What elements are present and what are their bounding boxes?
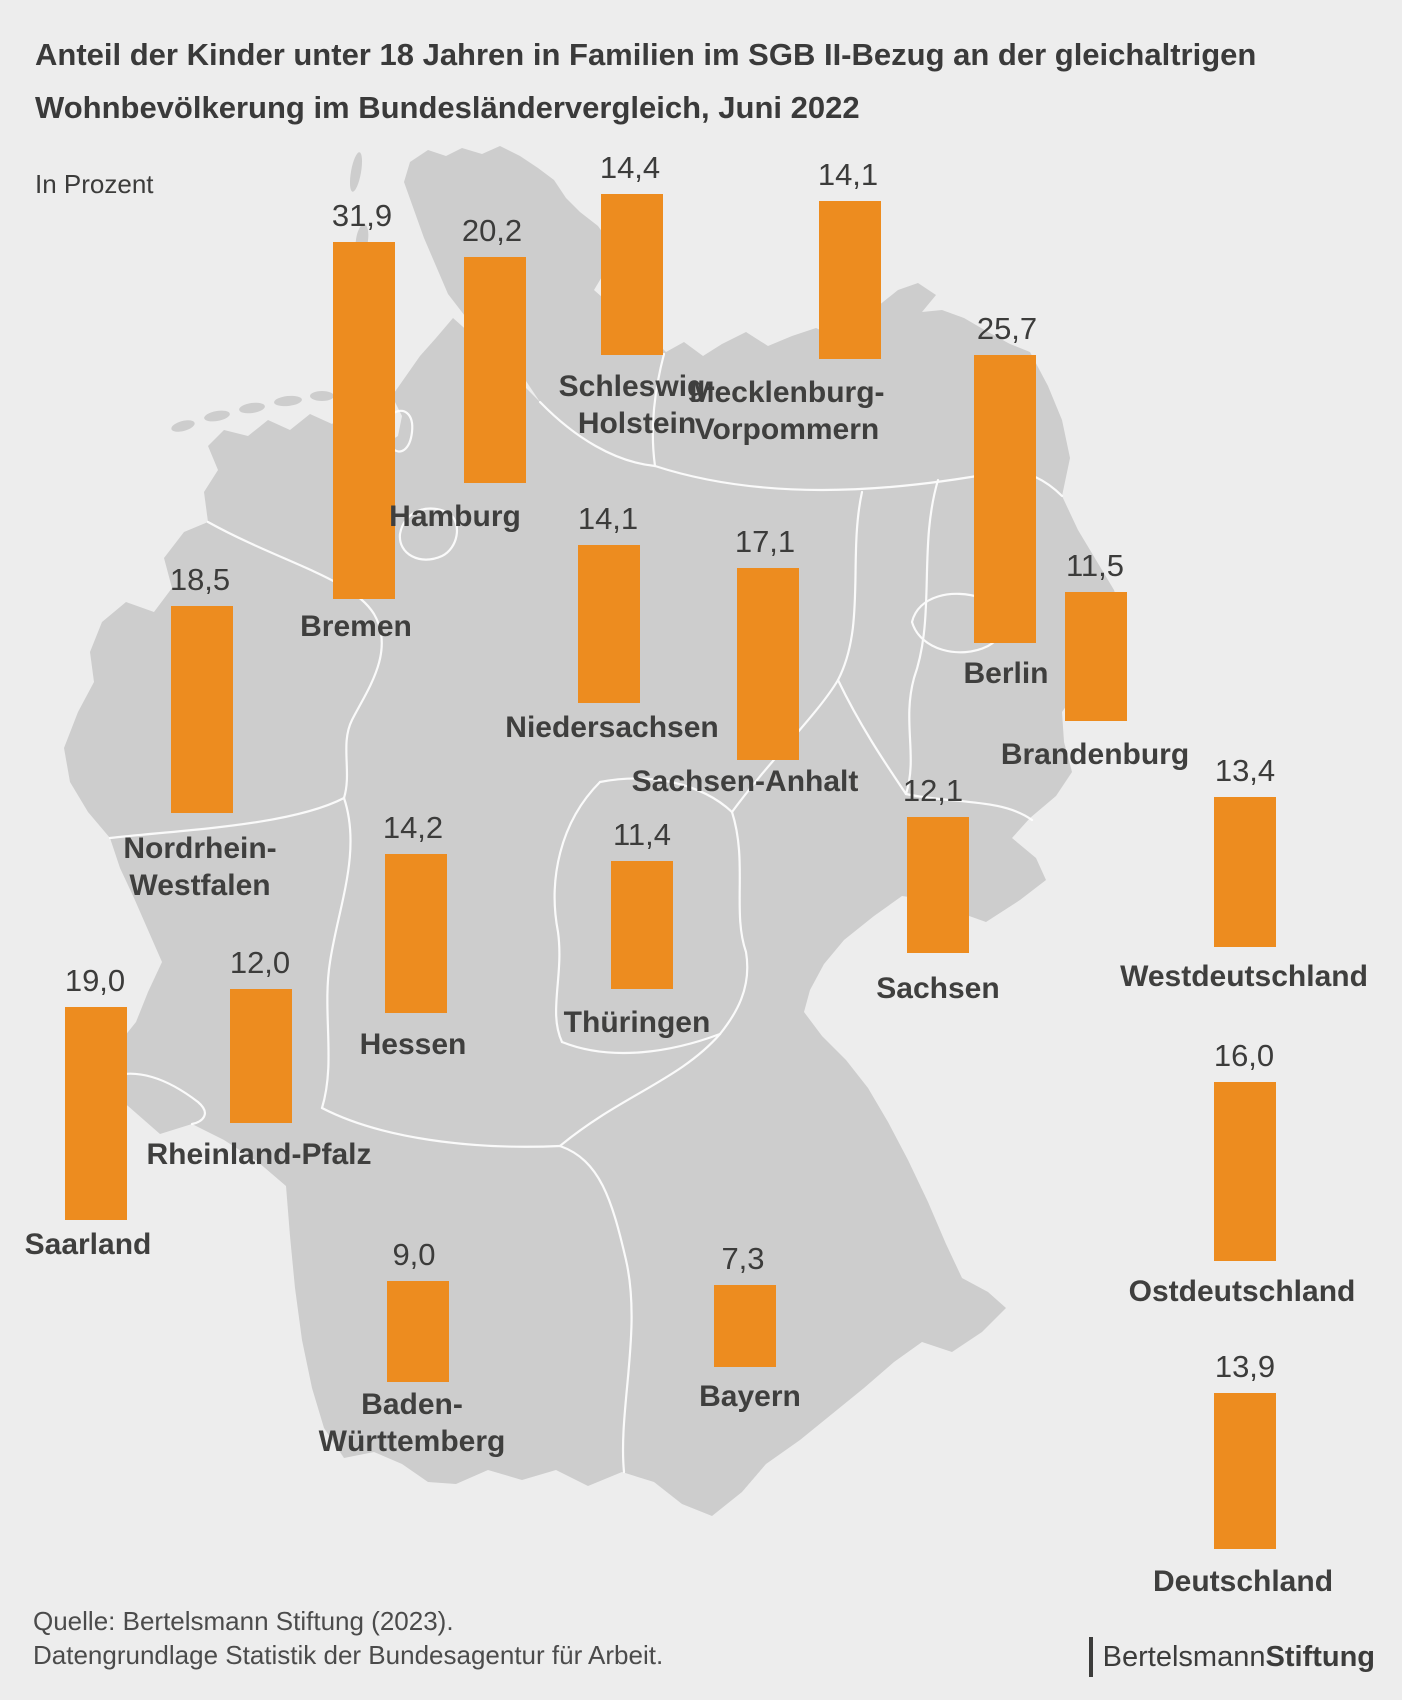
bar-value-hamburg: 20,2 [461,213,523,248]
logo-text-bold: Stiftung [1265,1640,1375,1673]
state-label-schleswig-holstein-line1: Schleswig- [558,370,716,403]
bar-sachsen [907,817,969,953]
bar-schleswig-holstein [601,194,663,355]
bar-value-sachsen: 12,1 [902,773,964,808]
bar-value-thueringen: 11,4 [612,817,672,852]
unit-label: In Prozent [35,169,154,199]
bar-value-westdeutschland: 13,4 [1214,753,1276,788]
bar-mecklenburg-vorpommern [819,201,881,359]
state-label-ostdeutschland: Ostdeutschland [1128,1275,1356,1308]
bar-value-saarland: 19,0 [64,963,126,998]
bar-westdeutschland [1214,797,1276,947]
state-label-sachsen-anhalt: Sachsen-Anhalt [631,765,859,798]
bar-hessen [385,854,447,1013]
state-label-brandenburg: Brandenburg [1000,738,1190,771]
state-label-hamburg: Hamburg [389,500,521,533]
bar-value-deutschland: 13,9 [1214,1349,1276,1384]
bar-niedersachsen [578,545,640,703]
bar-value-brandenburg: 11,5 [1065,548,1125,583]
bar-hamburg [464,257,526,483]
state-label-baden-wuerttemberg-line2: Württemberg [318,1425,506,1458]
bar-value-mecklenburg-vorpommern: 14,1 [817,157,879,192]
state-label-bremen: Bremen [300,610,412,643]
bar-bayern [714,1285,776,1367]
state-label-baden-wuerttemberg-line1: Baden- [361,1388,463,1421]
state-label-sachsen: Sachsen [876,972,1000,1005]
bar-value-baden-wuerttemberg: 9,0 [392,1237,436,1272]
state-label-thueringen: Thüringen [563,1006,711,1039]
bar-brandenburg [1065,592,1127,721]
bar-value-niedersachsen: 14,1 [577,501,639,536]
source-note: Quelle: Bertelsmann Stiftung (2023). Dat… [33,1604,663,1672]
logo-bar-icon [1088,1637,1093,1677]
bar-value-nordrhein-westfalen: 18,5 [169,562,231,597]
state-label-rheinland-pfalz: Rheinland-Pfalz [146,1138,372,1171]
bar-value-ostdeutschland: 16,0 [1213,1038,1275,1073]
state-label-saarland: Saarland [24,1228,152,1261]
bar-value-bremen: 31,9 [331,198,393,233]
source-line1: Quelle: Bertelsmann Stiftung (2023). [33,1606,454,1636]
bertelsmann-stiftung-logo: Bertelsmann Stiftung [1088,1636,1375,1678]
bar-value-hessen: 14,2 [382,810,444,845]
state-label-berlin: Berlin [963,657,1049,690]
bar-nordrhein-westfalen [171,606,233,813]
bar-ostdeutschland [1214,1082,1276,1261]
state-label-deutschland: Deutschland [1152,1565,1334,1598]
bar-sachsen-anhalt [737,568,799,760]
bar-value-rheinland-pfalz: 12,0 [229,945,291,980]
page-title: Anteil der Kinder unter 18 Jahren in Fam… [35,28,1315,134]
bar-berlin [974,355,1036,643]
state-label-bayern: Bayern [699,1380,801,1413]
state-label-schleswig-holstein-line2: Holstein [577,407,697,440]
page-title-line1: Anteil der Kinder unter 18 Jahren in Fam… [35,37,1257,72]
bar-thueringen [611,861,673,989]
logo-text-regular: Bertelsmann [1102,1640,1266,1673]
bar-value-berlin: 25,7 [976,311,1038,346]
state-label-nordrhein-westfalen-line2: Westfalen [129,869,271,902]
bar-value-sachsen-anhalt: 17,1 [734,524,796,559]
state-label-westdeutschland: Westdeutschland [1120,960,1368,993]
state-label-mecklenburg-vorpommern-line2: Vorpommern [694,413,880,446]
bar-deutschland [1214,1393,1276,1549]
page-title-line2: Wohnbevölkerung im Bundesländervergleich… [35,90,860,125]
bar-saarland [65,1007,127,1220]
state-label-hessen: Hessen [359,1028,467,1061]
source-line2: Datengrundlage Statistik der Bundesagent… [33,1640,664,1670]
bar-value-schleswig-holstein: 14,4 [599,150,661,185]
bar-bremen [333,242,395,599]
state-label-nordrhein-westfalen-line1: Nordrhein- [123,832,277,865]
bar-baden-wuerttemberg [387,1281,449,1382]
bar-rheinland-pfalz [230,989,292,1123]
state-label-niedersachsen: Niedersachsen [505,711,719,744]
bar-value-bayern: 7,3 [721,1241,765,1276]
state-label-mecklenburg-vorpommern-line1: Mecklenburg- [689,376,885,409]
